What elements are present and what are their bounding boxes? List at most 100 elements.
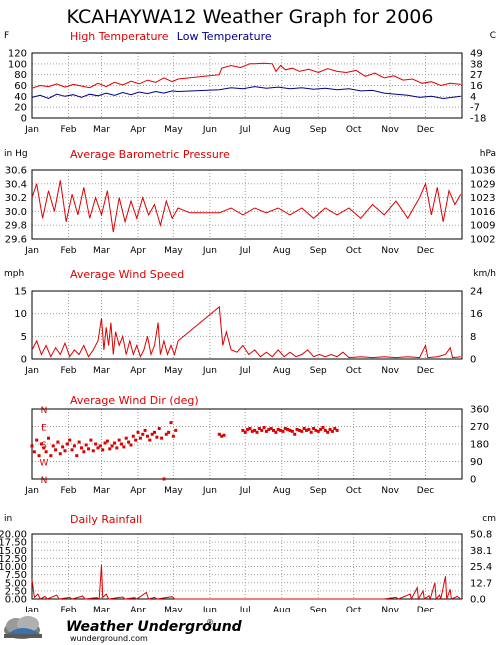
month-tick-label: Mar (93, 486, 110, 496)
data-point (51, 444, 55, 448)
plot-frame (31, 290, 463, 360)
data-point (250, 429, 254, 433)
data-point (162, 477, 166, 481)
data-point (91, 449, 95, 453)
month-tick-label: Sep (310, 246, 327, 256)
month-tick-label: Apr (130, 125, 146, 135)
legend-label: Average Barometric Pressure (70, 148, 230, 161)
month-tick-label: Jun (202, 246, 217, 256)
month-tick-label: May (164, 606, 183, 612)
month-tick-label: Nov (381, 366, 399, 376)
data-point (302, 426, 306, 430)
data-point (295, 427, 299, 431)
month-tick-label: Apr (130, 606, 146, 612)
month-tick-label: Oct (346, 606, 362, 612)
data-point (98, 444, 102, 448)
month-tick-label: Apr (130, 246, 146, 256)
direction-label: N (41, 476, 48, 486)
month-tick-label: Feb (61, 486, 77, 496)
left-tick-label: 10 (14, 309, 27, 320)
left-unit-label: in Hg (4, 149, 28, 159)
data-point (269, 426, 273, 430)
month-tick-label: Jan (24, 125, 39, 135)
month-tick-label: Oct (346, 125, 362, 135)
logo-brand: Weather Underground (66, 619, 243, 635)
data-point (262, 425, 266, 429)
data-point (150, 432, 154, 436)
left-tick-label: 0 (21, 355, 27, 366)
data-point (46, 436, 50, 440)
left-tick-label: 20.00 (0, 530, 27, 541)
month-tick-label: Feb (61, 246, 77, 256)
data-point (157, 426, 161, 430)
data-point (304, 428, 308, 432)
right-tick-label: 0 (470, 355, 476, 366)
cloud-icon (4, 616, 42, 639)
data-point (103, 441, 107, 445)
data-point (35, 438, 39, 442)
right-tick-label: -18 (470, 114, 486, 125)
data-point (309, 430, 313, 434)
direction-label: N (41, 406, 48, 416)
data-point (148, 438, 152, 442)
data-point (75, 454, 79, 458)
data-point (333, 426, 337, 430)
plot-frame (31, 408, 463, 480)
data-point (319, 427, 323, 431)
data-point (143, 428, 147, 432)
month-tick-label: Aug (273, 125, 291, 135)
data-point (323, 428, 327, 432)
logo-registered-mark: ® (206, 618, 214, 627)
right-unit-label: km/h (473, 269, 496, 279)
left-tick-label: 80 (14, 70, 27, 81)
right-tick-label: 16 (470, 81, 483, 92)
data-point (293, 432, 297, 436)
data-point (42, 446, 46, 450)
legend-label: High Temperature (70, 30, 169, 43)
month-tick-label: May (164, 125, 183, 135)
data-point (171, 434, 175, 438)
data-point (253, 428, 257, 432)
right-tick-label: 1036 (470, 166, 495, 177)
month-tick-label: Feb (61, 125, 77, 135)
data-point (72, 444, 76, 448)
data-point (77, 440, 81, 444)
plot-frame (31, 533, 463, 600)
data-point (44, 450, 48, 454)
data-point (117, 438, 121, 442)
data-point (153, 430, 157, 434)
month-tick-label: Dec (417, 246, 434, 256)
series-line (31, 564, 462, 601)
data-point (222, 433, 226, 437)
left-unit-label: mph (4, 269, 24, 279)
month-tick-label: Mar (93, 606, 110, 612)
right-tick-label: 16 (470, 309, 483, 320)
direction-label: S (41, 441, 47, 451)
month-tick-label: Oct (346, 246, 362, 256)
right-tick-label: 90 (470, 457, 483, 468)
data-point (243, 430, 247, 434)
right-tick-label: 1016 (470, 207, 495, 218)
month-tick-label: Dec (417, 366, 434, 376)
month-tick-label: May (164, 366, 183, 376)
data-point (37, 454, 41, 458)
chart-temperature: Jan Feb Mar Apr May Jun Jul Aug Sep Oct Nov Dec0204… (4, 30, 496, 135)
logo-site: wunderground.com (70, 634, 148, 643)
data-point (321, 425, 325, 429)
data-point (264, 429, 268, 433)
left-tick-label: 0 (21, 114, 27, 125)
month-tick-label: May (164, 486, 183, 496)
data-point (300, 429, 304, 433)
right-unit-label: C (490, 31, 496, 41)
data-point (115, 446, 119, 450)
direction-label: E (41, 424, 47, 434)
data-point (56, 440, 60, 444)
month-tick-label: Feb (61, 606, 77, 612)
month-tick-label: Jul (239, 606, 251, 612)
chart-wind-speed: Jan Feb Mar Apr May Jun Jul Aug Sep Oct Nov Dec 0 5 10… (4, 268, 496, 376)
data-point (220, 434, 224, 438)
month-tick-label: Aug (273, 246, 291, 256)
left-tick-label: 60 (14, 81, 27, 92)
left-tick-label: 100 (8, 59, 27, 70)
month-tick-label: Aug (273, 606, 291, 612)
